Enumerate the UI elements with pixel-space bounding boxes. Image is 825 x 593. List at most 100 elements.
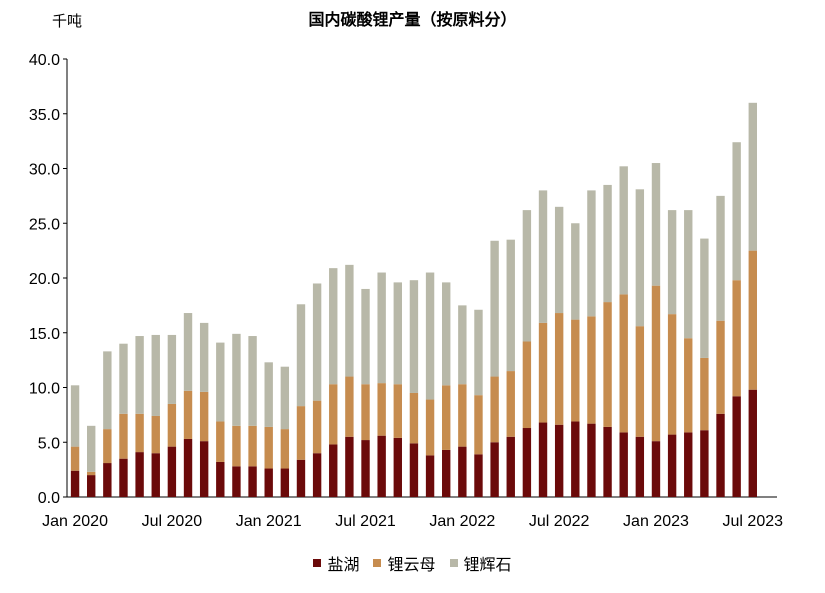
bar-锂辉石-Jul-2022 <box>554 206 564 314</box>
bar-锂辉石-Aug-2021 <box>377 272 386 384</box>
bar-锂云母-Mar-2021 <box>296 406 306 460</box>
bar-锂辉石-Jul-2023 <box>748 102 757 251</box>
bar-锂辉石-Feb-2022 <box>474 309 483 396</box>
bar-锂云母-Jul-2021 <box>361 384 370 441</box>
bar-盐湖-Dec-2022 <box>635 436 645 497</box>
bar-锂云母-Jan-2022 <box>458 384 467 447</box>
bar-锂辉石-May-2022 <box>522 210 532 342</box>
bar-盐湖-Jan-2020 <box>70 470 80 497</box>
bar-锂云母-Apr-2023 <box>700 357 709 431</box>
bar-锂云母-Oct-2020 <box>216 421 225 462</box>
bar-盐湖-Jan-2022 <box>458 446 467 497</box>
bar-锂云母-Oct-2022 <box>603 302 612 427</box>
bar-锂辉石-Oct-2022 <box>603 184 612 303</box>
y-tick-label: 0.0 <box>38 490 60 507</box>
legend-label: 锂辉石 <box>463 557 512 574</box>
bar-盐湖-Mar-2023 <box>684 432 693 497</box>
bar-锂云母-Feb-2023 <box>667 314 677 435</box>
bar-盐湖-Sep-2020 <box>199 441 209 497</box>
bar-锂云母-Mar-2023 <box>684 338 693 433</box>
x-tick-label: Jan 2022 <box>429 513 495 530</box>
bar-锂辉石-Feb-2020 <box>87 425 96 472</box>
bar-锂云母-Nov-2021 <box>425 399 435 456</box>
bar-锂辉石-Apr-2023 <box>700 238 709 358</box>
bar-盐湖-May-2022 <box>522 428 532 497</box>
y-tick-label: 25.0 <box>29 216 60 233</box>
bar-盐湖-Oct-2022 <box>603 426 612 497</box>
bar-盐湖-May-2023 <box>716 413 725 497</box>
legend: 盐湖 锂云母 锂辉石 <box>0 551 825 575</box>
bar-锂云母-Jan-2021 <box>264 426 273 469</box>
bar-锂辉石-Dec-2022 <box>635 189 645 327</box>
y-tick-label: 15.0 <box>29 326 60 343</box>
bar-锂辉石-Jan-2020 <box>70 385 80 447</box>
bar-盐湖-Feb-2022 <box>474 454 483 497</box>
bar-锂辉石-Jun-2020 <box>151 334 160 416</box>
bar-锂云母-Feb-2022 <box>474 395 483 455</box>
bar-锂云母-Sep-2021 <box>393 384 402 438</box>
bar-锂云母-Apr-2021 <box>312 400 322 454</box>
bar-盐湖-Oct-2020 <box>216 461 225 497</box>
bar-盐湖-Jan-2021 <box>264 468 273 497</box>
bar-锂云母-Jan-2020 <box>70 446 80 471</box>
bar-锂辉石-Sep-2021 <box>393 282 402 385</box>
bar-盐湖-Apr-2020 <box>119 458 128 497</box>
bar-锂云母-Sep-2020 <box>199 391 209 442</box>
bar-盐湖-Feb-2021 <box>280 468 290 497</box>
bar-锂云母-Mar-2020 <box>103 429 112 464</box>
bar-锂辉石-Mar-2023 <box>684 210 693 339</box>
bar-锂辉石-Sep-2022 <box>587 190 596 317</box>
bar-锂云母-Jun-2021 <box>345 376 354 437</box>
bar-锂辉石-May-2023 <box>716 195 725 321</box>
bar-锂云母-Sep-2022 <box>587 316 596 424</box>
bar-锂云母-Jun-2023 <box>732 280 741 397</box>
bar-锂云母-Dec-2020 <box>248 425 257 467</box>
y-tick-label: 35.0 <box>29 107 60 124</box>
bar-盐湖-May-2020 <box>135 452 144 497</box>
bar-锂辉石-Nov-2020 <box>232 333 241 426</box>
bar-盐湖-Aug-2021 <box>377 435 386 497</box>
bar-锂云母-Oct-2021 <box>409 392 419 444</box>
y-tick-label: 5.0 <box>38 435 60 452</box>
bar-锂云母-Jul-2023 <box>748 250 757 390</box>
bar-锂云母-Jun-2020 <box>151 415 160 454</box>
bar-盐湖-Jun-2020 <box>151 453 160 497</box>
bar-锂云母-Jul-2020 <box>167 403 177 447</box>
bar-锂辉石-Mar-2021 <box>296 304 306 407</box>
legend-swatch <box>373 559 382 567</box>
bar-锂云母-Nov-2022 <box>619 294 628 433</box>
bar-盐湖-Apr-2023 <box>700 430 709 497</box>
bar-锂云母-Feb-2021 <box>280 429 290 469</box>
x-tick-label: Jan 2023 <box>623 513 689 530</box>
y-tick-label: 40.0 <box>29 52 60 69</box>
bar-锂辉石-Oct-2021 <box>409 280 419 393</box>
bar-盐湖-Dec-2021 <box>442 449 451 497</box>
legend-item: 锂辉石 <box>449 551 512 575</box>
bar-锂辉石-May-2020 <box>135 336 144 414</box>
bar-锂辉石-Feb-2021 <box>280 366 290 430</box>
bar-盐湖-Jul-2021 <box>361 440 370 497</box>
bar-锂辉石-Mar-2022 <box>490 240 499 377</box>
bar-锂云母-Nov-2020 <box>232 425 241 467</box>
bar-锂云母-Jul-2022 <box>554 313 564 425</box>
bar-锂辉石-Aug-2020 <box>183 313 193 391</box>
bar-锂辉石-Jun-2021 <box>345 264 354 377</box>
chart-title: 国内碳酸锂产量（按原料分） <box>308 12 517 29</box>
bar-盐湖-Apr-2021 <box>312 453 322 497</box>
bar-锂辉石-Jan-2022 <box>458 305 467 385</box>
bar-盐湖-Jan-2023 <box>651 441 661 497</box>
bar-盐湖-Aug-2020 <box>183 438 193 497</box>
bar-锂云母-Apr-2022 <box>506 371 515 437</box>
bar-锂辉石-Apr-2021 <box>312 283 322 401</box>
bar-锂辉石-Oct-2020 <box>216 342 225 422</box>
bar-盐湖-Mar-2022 <box>490 442 499 497</box>
y-tick-label: 30.0 <box>29 162 60 179</box>
bar-盐湖-Feb-2020 <box>87 475 96 497</box>
legend-swatch <box>313 559 322 567</box>
bar-锂辉石-Jun-2023 <box>732 142 741 281</box>
bar-锂云母-Aug-2020 <box>183 390 193 439</box>
bar-盐湖-Jul-2022 <box>554 424 564 497</box>
bar-盐湖-Nov-2021 <box>425 455 435 497</box>
